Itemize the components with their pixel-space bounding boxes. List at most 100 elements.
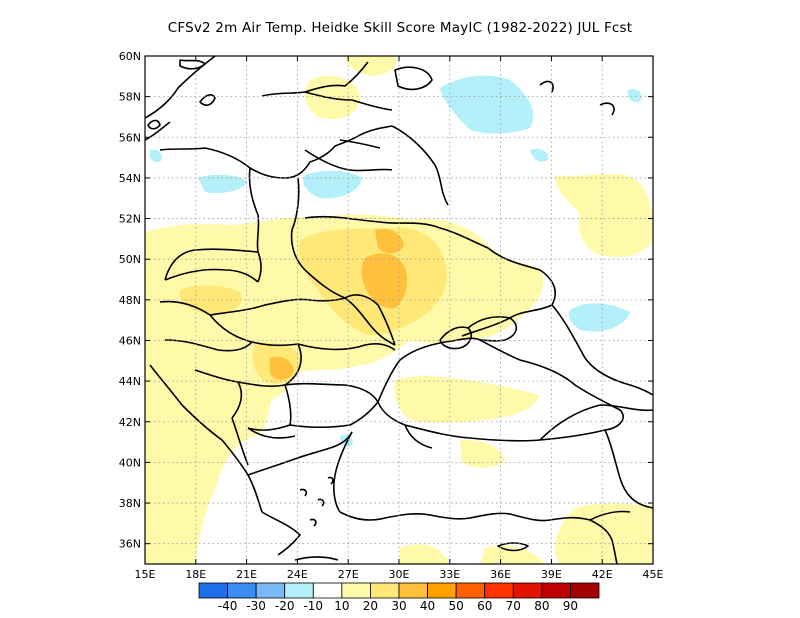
coastline-gulf-finland xyxy=(304,91,393,111)
colorbar-swatch xyxy=(570,582,600,599)
coastline-baltic-north xyxy=(261,61,369,97)
coastline-aegean-islands xyxy=(299,476,334,527)
colorbar-swatch xyxy=(512,582,543,599)
skill-region-neg xyxy=(530,148,549,162)
colorbar-label: 60 xyxy=(477,599,492,613)
lon-tick-label: 45E xyxy=(643,568,664,581)
colorbar-swatch xyxy=(227,582,257,599)
colorbar-swatch xyxy=(398,582,428,599)
border-bulgaria xyxy=(284,382,379,429)
lon-tick-label: 27E xyxy=(338,568,359,581)
colorbar-label: -30 xyxy=(246,599,266,613)
colorbar-label: 40 xyxy=(420,599,435,613)
colorbar-label: 30 xyxy=(391,599,406,613)
chart-title: CFSv2 2m Air Temp. Heidke Skill Score Ma… xyxy=(167,20,633,36)
coastline-cyprus xyxy=(497,542,529,552)
lat-tick-label: 44N xyxy=(119,375,141,388)
border-baltics xyxy=(304,139,393,172)
axes: 15E 18E 21E 24E 27E 30E 33E 36E 39E 42E 45E 60N 58N 5… xyxy=(119,50,664,581)
lon-tick-label: 18E xyxy=(185,568,206,581)
coastline-azov xyxy=(467,316,518,342)
colorbar-swatch xyxy=(284,582,314,599)
coastline-east-sea xyxy=(539,80,615,116)
coastline-turkey-south xyxy=(339,511,618,564)
coastline-aegean-turkey xyxy=(333,431,353,513)
border-croatia xyxy=(164,339,253,352)
skill-region-30-40 xyxy=(270,356,294,380)
lat-tick-label: 54N xyxy=(119,172,141,185)
skill-region-neg xyxy=(568,303,630,332)
coastline-black-sea xyxy=(377,337,624,442)
coastline-greece xyxy=(247,431,353,556)
coastline-lake-ladoga xyxy=(394,66,433,91)
border-russia-west xyxy=(391,125,449,206)
lat-tick-label: 50N xyxy=(119,253,141,266)
skill-region-10-20 xyxy=(304,75,361,120)
border-turkey-east xyxy=(604,429,653,509)
lon-tick-label: 36E xyxy=(490,568,511,581)
skill-region-neg xyxy=(303,170,362,199)
border-belarus xyxy=(304,215,489,249)
border-syria xyxy=(589,510,631,521)
skill-region-30-40 xyxy=(375,228,404,254)
shading-layer xyxy=(145,56,653,564)
coastline-gotland xyxy=(199,93,216,107)
skill-region-10-20 xyxy=(555,503,653,564)
border-ukraine-west xyxy=(304,269,396,346)
lon-tick-label: 33E xyxy=(439,568,460,581)
skill-region-10-20 xyxy=(394,376,540,423)
skill-region-neg xyxy=(440,75,534,134)
skill-region-30-40 xyxy=(361,253,407,309)
border-slovakia-hungary xyxy=(209,297,346,316)
skill-region-10-20 xyxy=(480,545,545,564)
lon-tick-label: 15E xyxy=(135,568,156,581)
colorbar-label: 20 xyxy=(363,599,378,613)
colorbar-swatch xyxy=(427,582,457,599)
border-czech xyxy=(164,248,262,283)
coastline-crete xyxy=(294,556,339,561)
colorbar-label: 50 xyxy=(449,599,464,613)
skill-region-10-20 xyxy=(345,56,397,76)
border-poland-east xyxy=(290,177,306,271)
border-macedonia xyxy=(247,427,296,439)
colorbar-label: 10 xyxy=(334,599,349,613)
border-russia-south xyxy=(551,304,653,396)
lat-tick-label: 60N xyxy=(119,50,141,63)
skill-region-neg xyxy=(627,89,642,103)
colorbar-swatch xyxy=(341,582,371,599)
lat-tick-label: 36N xyxy=(119,538,141,551)
gridlines xyxy=(145,56,653,564)
lat-tick-label: 52N xyxy=(119,213,141,226)
coastline-turkey-north xyxy=(404,424,433,449)
skill-region-10-20 xyxy=(145,214,544,564)
border-romania xyxy=(284,343,396,386)
coastline-adriatic xyxy=(149,364,263,513)
colorbar-swatch xyxy=(484,582,514,599)
skill-region-neg xyxy=(198,174,248,194)
lat-tick-label: 48N xyxy=(119,294,141,307)
coastline-baltic xyxy=(145,121,393,179)
skill-region-neg xyxy=(149,149,162,163)
border-caucasus xyxy=(539,404,653,441)
skill-region-10-20 xyxy=(460,439,505,468)
colorbar-swatch xyxy=(370,582,400,599)
border-serbia xyxy=(237,381,292,431)
colorbar: -40 -30 -20 -10 10 20 30 40 50 60 70 80 90 xyxy=(198,582,600,613)
lon-tick-label: 39E xyxy=(541,568,562,581)
lat-tick-label: 42N xyxy=(119,416,141,429)
lat-tick-label: 56N xyxy=(119,131,141,144)
colorbar-label: 80 xyxy=(534,599,549,613)
lat-tick-label: 40N xyxy=(119,456,141,469)
coastline-islands-scandinavia xyxy=(147,59,206,130)
colorbar-label: -10 xyxy=(303,599,323,613)
border-austria xyxy=(159,268,259,316)
colorbar-swatch xyxy=(541,582,571,599)
coastline-crimea xyxy=(439,326,472,350)
skill-region-10-20 xyxy=(400,544,448,564)
colorbar-swatch xyxy=(255,582,286,599)
colorbar-label: 90 xyxy=(563,599,578,613)
colorbar-label: -40 xyxy=(218,599,238,613)
colorbar-label: 70 xyxy=(506,599,521,613)
colorbar-label: -20 xyxy=(275,599,295,613)
